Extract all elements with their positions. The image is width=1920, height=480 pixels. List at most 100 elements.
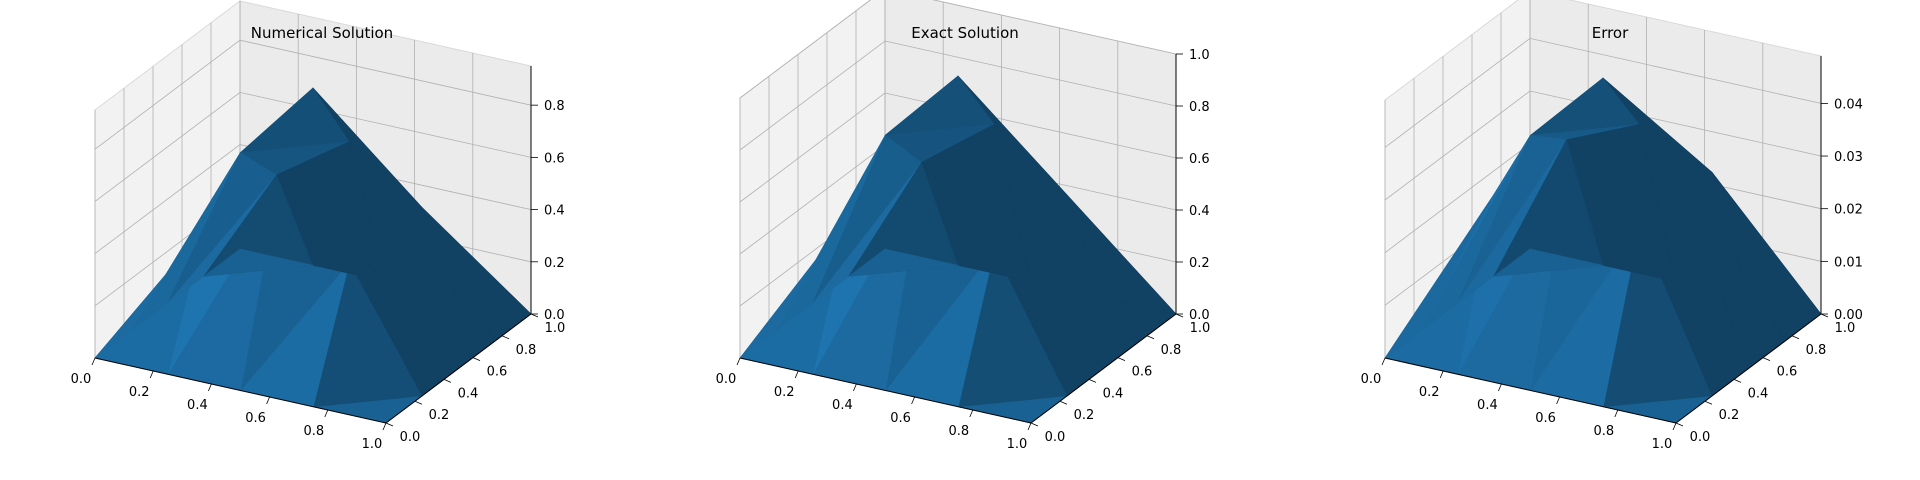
x-tick-label: 0.2	[1419, 385, 1440, 400]
z-tick-label: 0.2	[1189, 256, 1210, 271]
y-tick-mark	[530, 313, 539, 318]
surface-panel: 0.00.20.40.60.81.0 0.00.20.40.60.81.00.00…	[1361, 0, 1863, 452]
y-tick-mark	[472, 357, 481, 361]
chart-title: Error	[1592, 24, 1629, 42]
x-tick-mark	[1027, 422, 1032, 431]
z-tick-label: 1.0	[1189, 48, 1210, 63]
y-tick-mark	[414, 400, 423, 405]
x-tick-mark	[1556, 396, 1560, 405]
x-axis-line	[739, 357, 1032, 424]
grid-line	[94, 144, 532, 254]
y-tick-label: 0.8	[1161, 343, 1182, 358]
y-tick-label: 0.6	[1132, 365, 1153, 380]
grid-line	[739, 0, 1177, 99]
z-tick-label: 0.4	[544, 204, 565, 219]
x-tick-mark	[208, 383, 212, 392]
grid-line	[94, 39, 532, 150]
z-tick-label: 0.03	[1834, 150, 1863, 165]
surface	[1384, 77, 1822, 424]
surface-facet	[1492, 248, 1603, 277]
x-tick-label: 1.0	[1007, 437, 1028, 452]
y-tick-mark	[443, 379, 452, 383]
z-tick-label: 0.6	[544, 151, 565, 166]
x-tick-mark	[266, 396, 270, 405]
y-tick-mark	[1146, 335, 1155, 340]
x-tick-mark	[736, 357, 741, 366]
grid-line	[739, 40, 1177, 151]
y-tick-mark	[1175, 313, 1184, 318]
x-tick-label: 0.8	[1593, 424, 1614, 439]
x-tick-mark	[1381, 357, 1386, 366]
x-tick-mark	[1672, 422, 1677, 431]
grid-line	[1384, 90, 1822, 201]
x-tick-mark	[324, 409, 329, 418]
z-tick-label: 0.01	[1834, 255, 1863, 270]
z-tick-label: 0.00	[1834, 308, 1863, 323]
y-tick-mark	[385, 422, 394, 427]
surface-facet	[847, 248, 958, 277]
x-tick-label: 0.2	[129, 385, 150, 400]
x-tick-label: 0.0	[716, 372, 737, 387]
y-tick-label: 1.0	[1835, 321, 1856, 336]
surface-facet	[202, 248, 313, 277]
y-axis-line	[385, 313, 532, 424]
z-tick-label: 0.2	[544, 256, 565, 271]
x-axis-line	[1384, 357, 1677, 424]
x-tick-mark	[853, 383, 857, 392]
y-tick-label: 1.0	[545, 321, 566, 336]
x-tick-mark	[382, 422, 387, 431]
y-tick-label: 0.0	[1690, 430, 1711, 445]
chart-title: Exact Solution	[911, 24, 1019, 42]
y-tick-label: 0.6	[1777, 365, 1798, 380]
x-tick-mark	[1498, 383, 1502, 392]
surface-panel: 0.00.20.40.60.81.0 0.00.20.40.60.81.00.00…	[71, 0, 566, 452]
grid-line	[1384, 37, 1822, 148]
x-tick-label: 0.0	[1361, 372, 1382, 387]
y-tick-mark	[1820, 313, 1829, 318]
x-tick-mark	[149, 370, 154, 379]
grid-line	[739, 92, 1177, 203]
x-tick-label: 0.0	[71, 372, 92, 387]
y-tick-mark	[1733, 379, 1742, 383]
y-tick-mark	[1791, 335, 1800, 340]
x-tick-mark	[969, 409, 974, 418]
y-tick-label: 1.0	[1190, 321, 1211, 336]
x-tick-label: 0.4	[187, 398, 208, 413]
y-tick-label: 0.8	[516, 343, 537, 358]
x-tick-mark	[1614, 409, 1619, 418]
y-tick-label: 0.0	[400, 430, 421, 445]
z-tick-label: 0.4	[1189, 204, 1210, 219]
x-tick-mark	[911, 396, 915, 405]
y-tick-label: 0.4	[1103, 386, 1124, 401]
x-tick-label: 0.4	[832, 398, 853, 413]
y-tick-label: 0.0	[1045, 430, 1066, 445]
grid-line	[94, 91, 532, 202]
y-tick-mark	[1088, 379, 1097, 383]
y-tick-mark	[1030, 422, 1039, 427]
x-tick-mark	[1439, 370, 1444, 379]
x-tick-label: 1.0	[1652, 437, 1673, 452]
x-tick-label: 0.4	[1477, 398, 1498, 413]
z-tick-label: 0.0	[1189, 308, 1210, 323]
x-tick-label: 0.6	[245, 411, 266, 426]
y-tick-mark	[1675, 422, 1684, 427]
z-tick-label: 0.8	[1189, 100, 1210, 115]
y-axis-line	[1675, 313, 1822, 424]
z-tick-label: 0.6	[1189, 152, 1210, 167]
y-axis-line	[1030, 313, 1177, 424]
z-tick-label: 0.04	[1834, 97, 1863, 112]
z-tick-label: 0.02	[1834, 203, 1863, 218]
z-tick-label: 0.8	[544, 99, 565, 114]
y-tick-label: 0.8	[1806, 343, 1827, 358]
y-tick-label: 0.4	[458, 386, 479, 401]
x-axis-line	[94, 357, 387, 424]
y-tick-mark	[1059, 400, 1068, 405]
y-tick-label: 0.4	[1748, 386, 1769, 401]
surface-panel: 0.00.20.40.60.81.0 0.00.20.40.60.81.00.00…	[716, 0, 1211, 452]
x-tick-label: 0.6	[1535, 411, 1556, 426]
x-tick-label: 0.2	[774, 385, 795, 400]
x-tick-mark	[794, 370, 799, 379]
x-tick-label: 0.8	[948, 424, 969, 439]
x-tick-mark	[91, 357, 96, 366]
